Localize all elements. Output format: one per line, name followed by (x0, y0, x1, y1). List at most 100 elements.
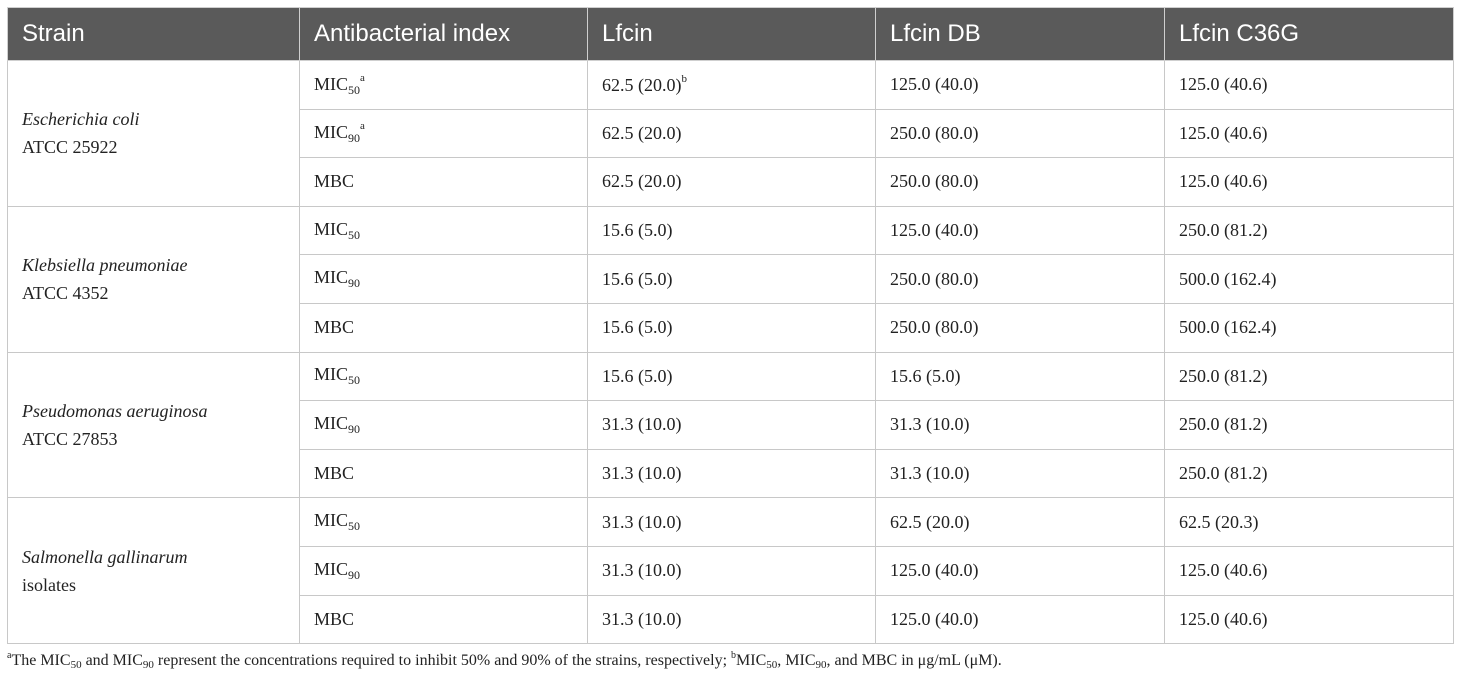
lfcin-c36g-cell: 250.0 (81.2) (1164, 448, 1454, 499)
footnote-mark: a (360, 120, 365, 133)
table-row: MIC90 31.3 (10.0) 31.3 (10.0) 250.0 (81.… (8, 400, 1454, 450)
index-base: MIC (314, 122, 349, 143)
lfcin-db-cell: 15.6 (5.0) (875, 351, 1165, 402)
lfcin-db-cell: 125.0 (40.0) (875, 545, 1165, 596)
table-header: Strain Antibacterial index Lfcin Lfcin D… (7, 7, 1454, 61)
lfcin-db-cell: 125.0 (40.0) (875, 60, 1165, 110)
species-name: Escherichia coli (22, 109, 140, 130)
footnote-subscript: 90 (142, 659, 154, 671)
index-subscript: 90 (348, 131, 361, 146)
footnote-subscript: 90 (815, 659, 827, 671)
table-body: Escherichia coli ATCC 25922 MIC50a 62.5 … (7, 60, 1454, 645)
index-base: MIC (314, 267, 349, 288)
table-row: MBC 31.3 (10.0) 125.0 (40.0) 125.0 (40.6… (8, 594, 1454, 645)
lfcin-cell: 31.3 (10.0) (587, 497, 876, 547)
index-base: MIC (314, 412, 349, 433)
lfcin-cell: 62.5 (20.0) (587, 157, 876, 207)
lfcin-c36g-cell: 125.0 (40.6) (1164, 157, 1454, 207)
index-base: MIC (314, 218, 349, 239)
footnote-text: represent the concentrations required to… (153, 652, 732, 669)
index-subscript: 90 (348, 421, 361, 436)
strain-cell: Pseudomonas aeruginosa ATCC 27853 (7, 351, 300, 499)
index-cell: MIC50 (299, 205, 588, 256)
footnote-mark: b (731, 650, 737, 661)
lfcin-c36g-cell: 125.0 (40.6) (1164, 545, 1454, 596)
header-row: Strain Antibacterial index Lfcin Lfcin D… (7, 7, 1454, 61)
index-base: MIC (314, 510, 349, 531)
table-container: Strain Antibacterial index Lfcin Lfcin D… (7, 7, 1454, 645)
strain-cell: Escherichia coli ATCC 25922 (7, 60, 300, 207)
lfcin-c36g-cell: 125.0 (40.6) (1164, 60, 1454, 110)
strain-id: ATCC 27853 (22, 428, 118, 449)
lfcin-cell: 31.3 (10.0) (587, 545, 876, 596)
table-row: Pseudomonas aeruginosa ATCC 27853 MIC50 … (7, 351, 1454, 499)
footnote-text: , MIC (777, 652, 816, 669)
index-cell: MIC90 (299, 400, 588, 450)
index-cell: MIC50 (299, 351, 588, 402)
lfcin-cell: 15.6 (5.0) (587, 205, 876, 256)
lfcin-value: 62.5 (20.0) (602, 75, 682, 96)
table-footnote: aThe MIC50 and MIC90 represent the conce… (7, 650, 1002, 671)
table-row: Salmonella gallinarum isolates MIC50 31.… (7, 497, 1454, 645)
lfcin-cell: 15.6 (5.0) (587, 302, 876, 353)
species-name: Klebsiella pneumoniae (22, 255, 188, 276)
table-row: MIC90 15.6 (5.0) 250.0 (80.0) 500.0 (162… (8, 254, 1454, 304)
index-cell: MBC (299, 302, 588, 353)
footnote-text: , and MBC in μg/mL (μM). (826, 652, 1002, 669)
index-cell: MBC (299, 157, 588, 207)
header-lfcin-c36g: Lfcin C36G (1164, 7, 1454, 61)
antibacterial-table: Strain Antibacterial index Lfcin Lfcin D… (7, 7, 1454, 645)
strain-id: ATCC 4352 (22, 283, 109, 304)
table-row: Escherichia coli ATCC 25922 MIC50a 62.5 … (7, 60, 1454, 207)
lfcin-c36g-cell: 250.0 (81.2) (1164, 400, 1454, 450)
footnote-subscript: 50 (766, 659, 778, 671)
index-subscript: 90 (348, 567, 361, 582)
index-subscript: 50 (348, 82, 361, 97)
species-name: Pseudomonas aeruginosa (22, 400, 208, 421)
index-cell: MIC90 (299, 254, 588, 304)
strain-cell: Klebsiella pneumoniae ATCC 4352 (7, 205, 300, 353)
index-base: MIC (314, 558, 349, 579)
footnote-text: The MIC (11, 652, 71, 669)
lfcin-cell: 31.3 (10.0) (587, 594, 876, 645)
header-lfcin: Lfcin (587, 7, 876, 61)
table-row: MIC90a 62.5 (20.0) 250.0 (80.0) 125.0 (4… (8, 108, 1454, 159)
header-lfcin-db: Lfcin DB (875, 7, 1165, 61)
index-cell: MIC50 (299, 497, 588, 547)
lfcin-cell: 15.6 (5.0) (587, 351, 876, 402)
footnote-subscript: 50 (70, 659, 82, 671)
lfcin-c36g-cell: 62.5 (20.3) (1164, 497, 1454, 547)
lfcin-db-cell: 250.0 (80.0) (875, 108, 1165, 159)
lfcin-c36g-cell: 250.0 (81.2) (1164, 351, 1454, 402)
index-base: MIC (314, 73, 349, 94)
lfcin-cell: 31.3 (10.0) (587, 448, 876, 499)
lfcin-db-cell: 31.3 (10.0) (875, 400, 1165, 450)
lfcin-c36g-cell: 500.0 (162.4) (1164, 254, 1454, 304)
strain-id: ATCC 25922 (22, 137, 118, 158)
index-cell: MIC50a (299, 60, 588, 110)
lfcin-cell: 15.6 (5.0) (587, 254, 876, 304)
lfcin-cell: 31.3 (10.0) (587, 400, 876, 450)
footnote-mark: b (681, 73, 688, 86)
lfcin-c36g-cell: 125.0 (40.6) (1164, 108, 1454, 159)
lfcin-c36g-cell: 250.0 (81.2) (1164, 205, 1454, 256)
table-row: MBC 31.3 (10.0) 31.3 (10.0) 250.0 (81.2) (8, 448, 1454, 499)
lfcin-c36g-cell: 125.0 (40.6) (1164, 594, 1454, 645)
lfcin-cell: 62.5 (20.0) (587, 108, 876, 159)
lfcin-db-cell: 250.0 (80.0) (875, 254, 1165, 304)
lfcin-cell: 62.5 (20.0)b (587, 60, 876, 110)
lfcin-db-cell: 125.0 (40.0) (875, 205, 1165, 256)
index-cell: MIC90 (299, 545, 588, 596)
footnote-text: MIC (736, 652, 767, 669)
table-row: MIC90 31.3 (10.0) 125.0 (40.0) 125.0 (40… (8, 545, 1454, 596)
index-cell: MIC90a (299, 108, 588, 159)
header-strain: Strain (7, 7, 300, 61)
lfcin-db-cell: 250.0 (80.0) (875, 302, 1165, 353)
lfcin-c36g-cell: 500.0 (162.4) (1164, 302, 1454, 353)
lfcin-db-cell: 62.5 (20.0) (875, 497, 1165, 547)
index-subscript: 90 (348, 276, 361, 291)
lfcin-db-cell: 31.3 (10.0) (875, 448, 1165, 499)
strain-cell: Salmonella gallinarum isolates (7, 497, 300, 645)
table-row: MBC 15.6 (5.0) 250.0 (80.0) 500.0 (162.4… (8, 302, 1454, 353)
footnote-mark: a (7, 650, 12, 661)
